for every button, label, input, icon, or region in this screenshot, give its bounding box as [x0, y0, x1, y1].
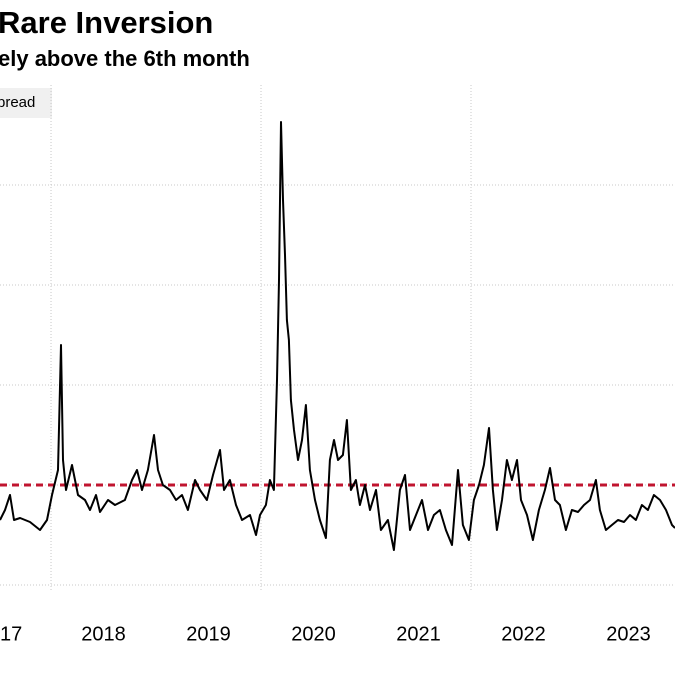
x-tick-label: 2023 [606, 623, 651, 645]
x-tick-label: 2019 [186, 623, 231, 645]
x-tick-label: 2020 [291, 623, 336, 645]
x-tick-label: 17 [0, 623, 22, 645]
legend-box [0, 88, 52, 118]
x-tick-label: 2018 [81, 623, 126, 645]
x-tick-label: 2022 [501, 623, 546, 645]
x-tick-label: 2021 [396, 623, 441, 645]
legend-label: pread [0, 94, 35, 111]
chart-title: Rare Inversion [0, 5, 213, 40]
series-line [0, 121, 675, 551]
chart-subtitle: ely above the 6th month [0, 46, 250, 71]
